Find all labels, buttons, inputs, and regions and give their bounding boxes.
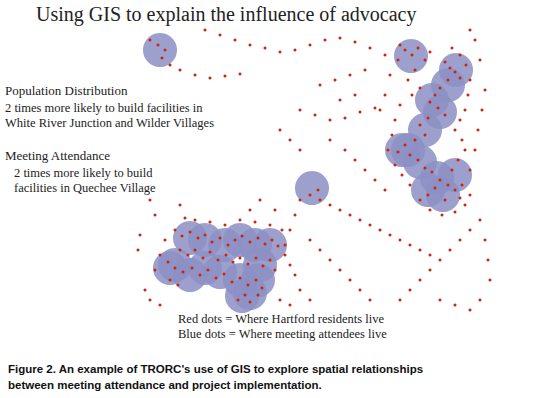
svg-text:Using GIS to explain the influ: Using GIS to explain the influence of ad… (36, 3, 416, 26)
svg-text:White River Junction and Wilde: White River Junction and Wilder Villages (5, 116, 214, 130)
svg-text:Meeting Attendance: Meeting Attendance (5, 148, 110, 163)
svg-text:between meeting attendance and: between meeting attendance and project i… (8, 379, 322, 391)
svg-text:Population Distribution: Population Distribution (5, 83, 128, 98)
svg-text:2 times more likely to build: 2 times more likely to build (14, 166, 153, 180)
svg-text:2 times more likely to build f: 2 times more likely to build facilities … (5, 101, 203, 115)
svg-text:Red dots = Where Hartford resi: Red dots = Where Hartford residents live (178, 312, 385, 326)
svg-text:Figure 2. An example of TRORC': Figure 2. An example of TRORC's use of G… (8, 363, 423, 375)
svg-text:facilities in Quechee Village: facilities in Quechee Village (14, 181, 156, 195)
svg-text:Blue dots = Where meeting atte: Blue dots = Where meeting attendees live (178, 327, 387, 341)
